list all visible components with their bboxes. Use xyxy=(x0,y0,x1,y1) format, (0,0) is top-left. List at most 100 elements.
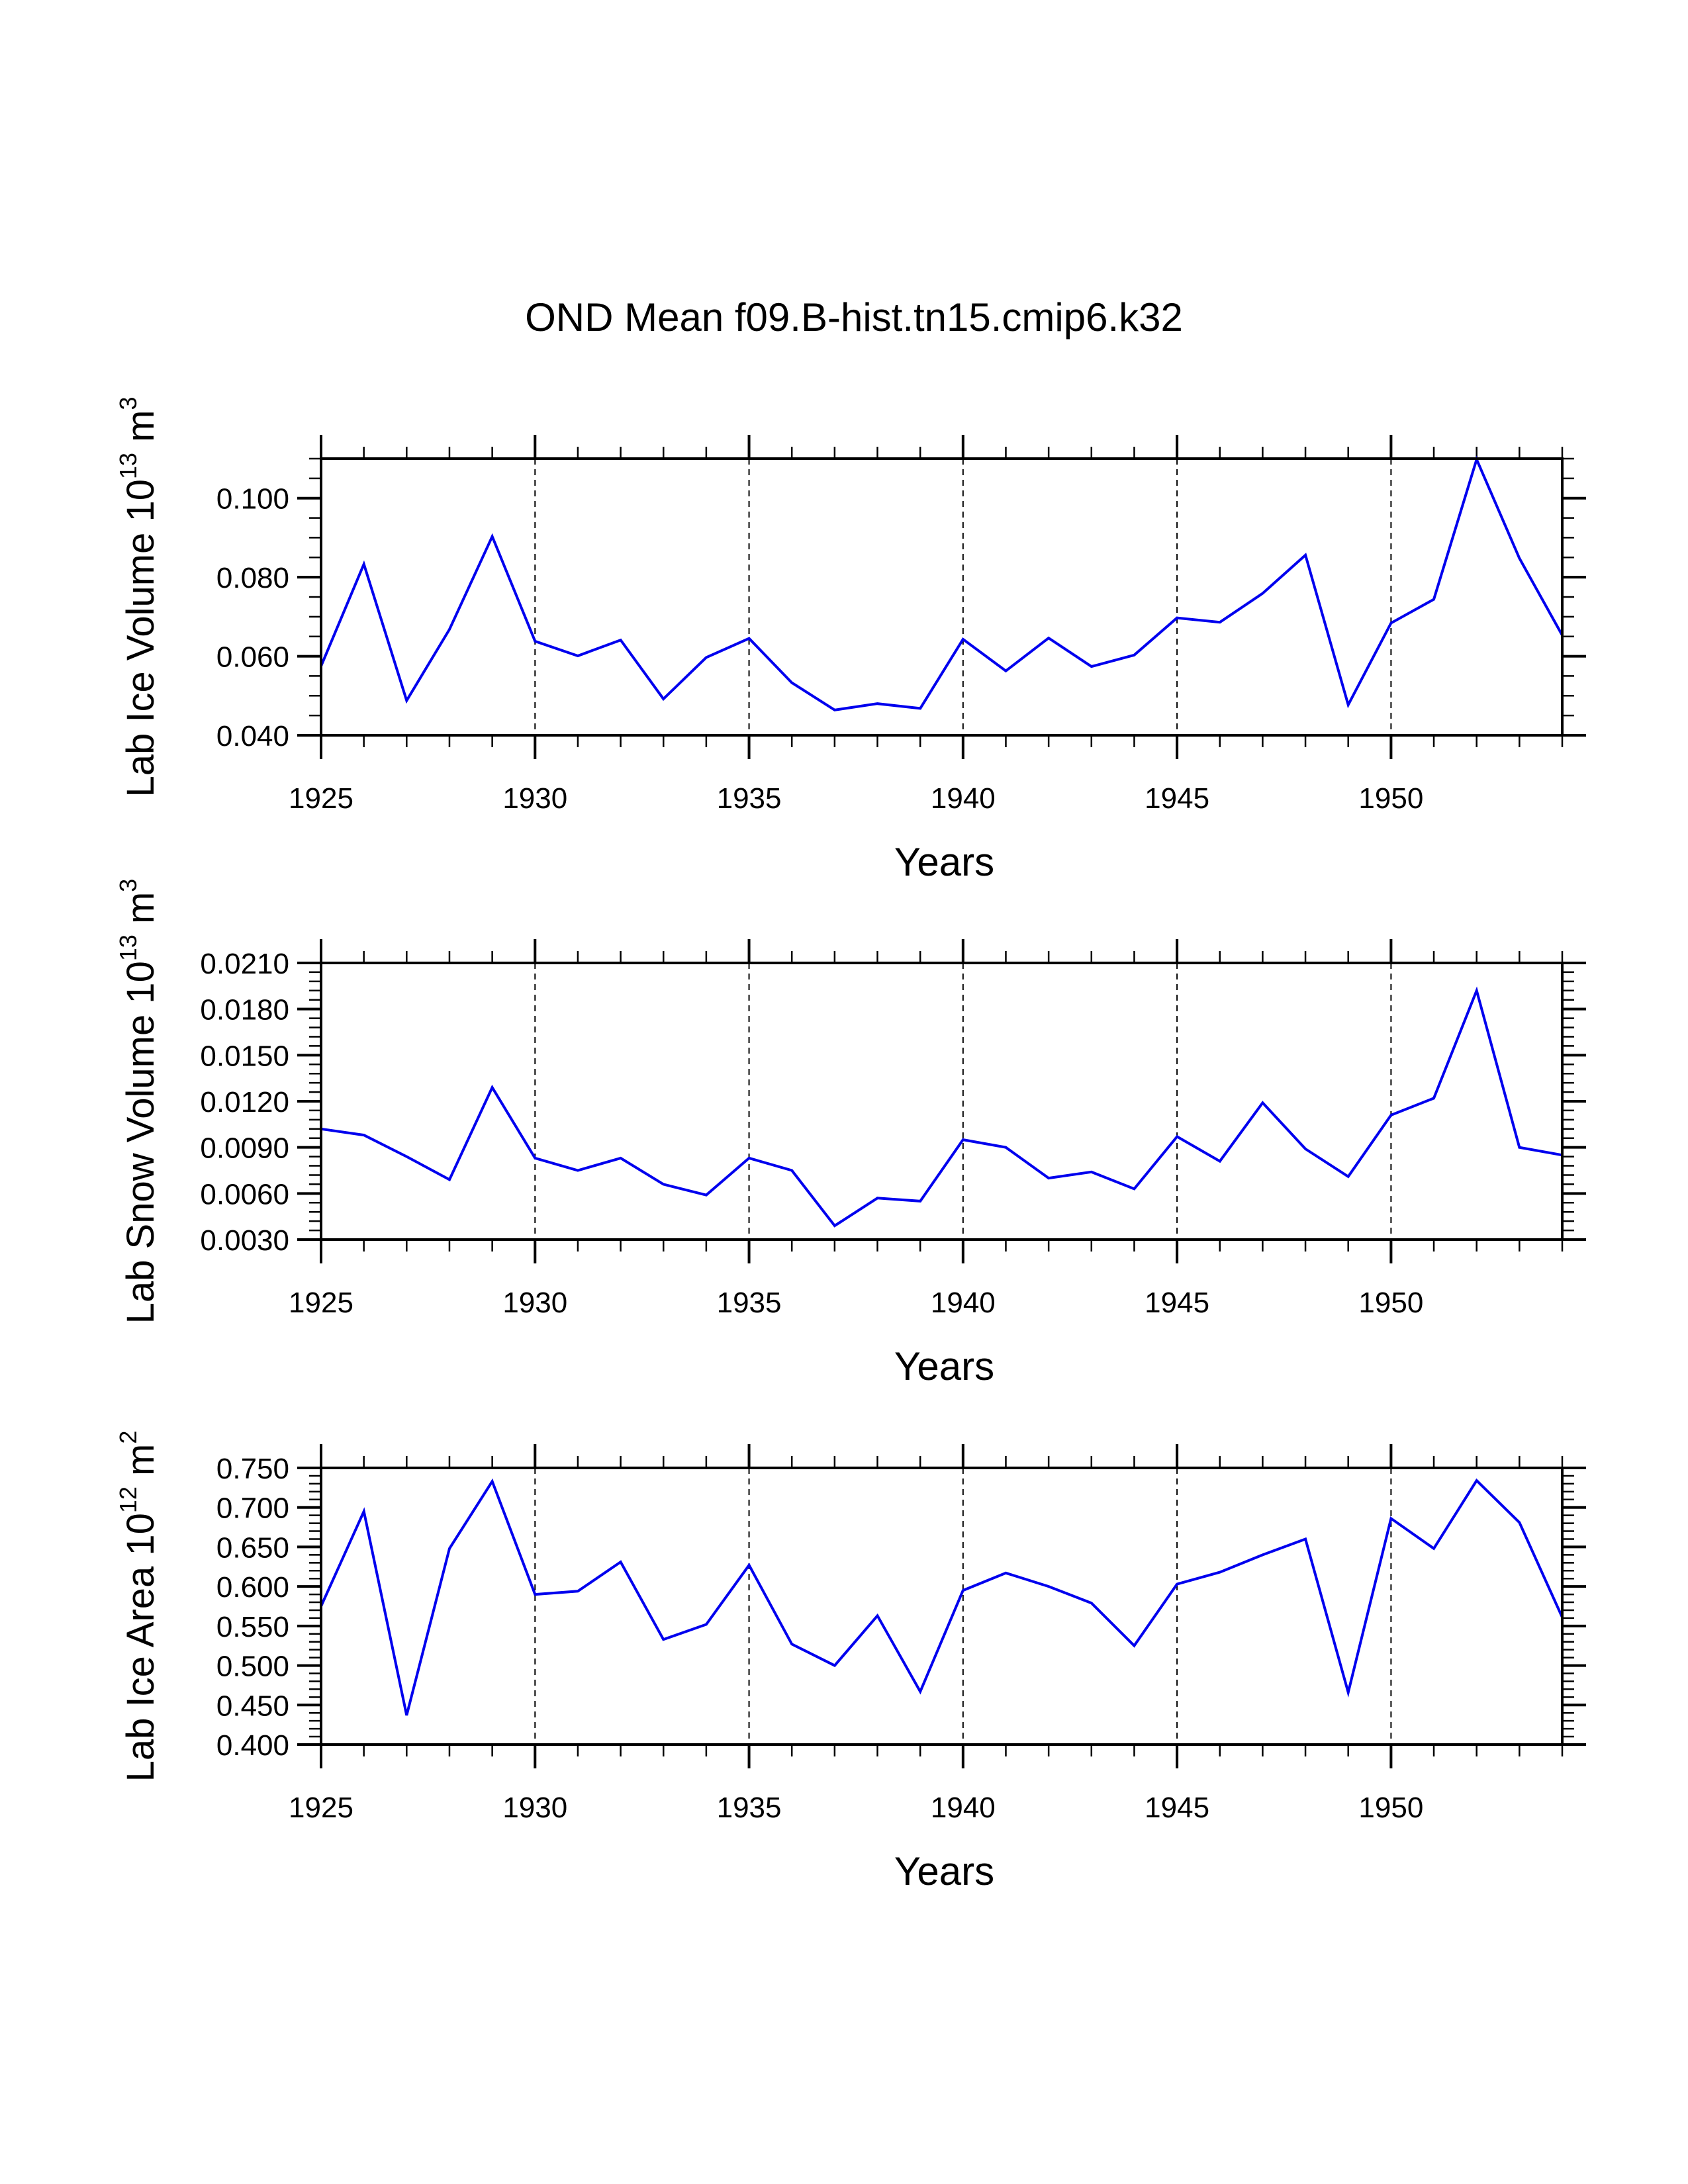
y-tick-label: 0.400 xyxy=(216,1729,289,1762)
data-point xyxy=(1090,1170,1094,1174)
data-point xyxy=(1346,1690,1350,1694)
data-point xyxy=(1389,621,1393,625)
plot-frame xyxy=(320,962,1564,1241)
series-line xyxy=(320,1478,1564,1716)
data-point xyxy=(1132,653,1136,657)
x-tick-label: 1935 xyxy=(717,782,782,815)
data-point xyxy=(1132,1644,1136,1648)
data-point xyxy=(1303,1537,1307,1541)
data-point xyxy=(1346,703,1350,707)
data-point xyxy=(1218,1570,1222,1574)
x-tick-label: 1925 xyxy=(289,1792,353,1824)
data-point xyxy=(576,654,580,658)
y-tick-label: 0.600 xyxy=(216,1571,289,1604)
data-point xyxy=(1090,1601,1094,1605)
x-axis-label: Years xyxy=(894,1344,994,1388)
y-tick-label: 0.0180 xyxy=(200,994,289,1026)
data-point xyxy=(619,1156,623,1160)
data-point xyxy=(619,1560,623,1564)
data-point xyxy=(1260,592,1264,596)
x-tick-label: 1940 xyxy=(931,1792,996,1824)
x-tick-label: 1930 xyxy=(502,782,567,815)
y-tick-label: 0.0090 xyxy=(200,1132,289,1165)
data-point xyxy=(876,1614,880,1617)
y-axis-label: Lab Ice Area 1012 m2 xyxy=(115,1431,162,1782)
y-tick-label: 0.0120 xyxy=(200,1086,289,1118)
data-point xyxy=(1432,1096,1436,1100)
data-point xyxy=(1132,1187,1136,1191)
data-point xyxy=(961,1588,965,1592)
data-point xyxy=(576,1589,580,1593)
data-point xyxy=(447,1547,451,1551)
x-tick-label: 1950 xyxy=(1358,782,1423,815)
x-tick-label: 1945 xyxy=(1145,1287,1209,1319)
data-point xyxy=(533,1156,537,1160)
data-point xyxy=(876,702,880,705)
data-point xyxy=(833,1664,837,1668)
data-point xyxy=(1175,1582,1179,1586)
data-point xyxy=(1475,989,1479,993)
panel-1: 0.040 0.060 0.080 0.100 1925 1930 1935 1940 1945… xyxy=(115,397,1586,884)
data-point xyxy=(704,1193,708,1197)
y-tick-label: 0.040 xyxy=(216,720,289,752)
data-point xyxy=(1475,1479,1479,1482)
data-point xyxy=(747,1156,751,1160)
y-tick-label: 0.650 xyxy=(216,1531,289,1564)
data-point xyxy=(1260,1101,1264,1105)
data-point xyxy=(491,535,494,539)
data-point xyxy=(833,708,837,712)
x-tick-label: 1940 xyxy=(931,1287,996,1319)
x-axis-label: Years xyxy=(894,840,994,884)
y-tick-label: 0.0030 xyxy=(200,1224,289,1257)
data-point xyxy=(1047,1176,1051,1180)
data-point xyxy=(362,562,366,566)
data-point xyxy=(1303,553,1307,557)
data-point xyxy=(1303,1147,1307,1151)
data-point xyxy=(747,1563,751,1567)
x-tick-label: 1925 xyxy=(289,782,353,815)
y-tick-label: 0.0060 xyxy=(200,1178,289,1210)
data-point xyxy=(1389,1516,1393,1520)
y-tick-label: 0.0150 xyxy=(200,1040,289,1072)
data-point xyxy=(1517,1146,1521,1150)
data-point xyxy=(491,1479,494,1483)
y-axis-label: Lab Snow Volume 1013 m3 xyxy=(115,879,162,1324)
data-point xyxy=(790,1169,794,1173)
x-tick-label: 1950 xyxy=(1358,1792,1423,1824)
data-point xyxy=(833,1224,837,1228)
y-tick-label: 0.700 xyxy=(216,1492,289,1525)
data-point xyxy=(362,1133,366,1137)
data-point xyxy=(918,706,922,710)
y-tick-label: 0.100 xyxy=(216,483,289,516)
data-point xyxy=(1175,616,1179,620)
data-point xyxy=(1090,664,1094,668)
panel-2: 0.0030 0.0060 0.0090 0.0120 0.0150 0.0180 0.02… xyxy=(115,879,1586,1388)
data-point xyxy=(447,1177,451,1181)
x-tick-label: 1930 xyxy=(502,1792,567,1824)
data-point xyxy=(704,655,708,659)
y-tick-label: 0.080 xyxy=(216,562,289,594)
data-point xyxy=(533,1592,537,1596)
x-tick-label: 1930 xyxy=(502,1287,567,1319)
data-point xyxy=(661,1182,665,1186)
x-tick-label: 1940 xyxy=(931,782,996,815)
series-line xyxy=(320,986,1563,1228)
data-point xyxy=(1517,556,1521,560)
y-tick-label: 0.0210 xyxy=(200,948,289,980)
data-point xyxy=(1047,636,1051,640)
x-axis-label: Years xyxy=(894,1849,994,1893)
plot-frame xyxy=(320,457,1564,737)
data-point xyxy=(1004,669,1008,673)
series-line xyxy=(320,455,1564,711)
y-tick-label: 0.450 xyxy=(216,1690,289,1722)
data-point xyxy=(1389,1113,1393,1117)
data-point xyxy=(362,1510,366,1514)
x-tick-label: 1945 xyxy=(1145,1792,1209,1824)
y-tick-label: 0.500 xyxy=(216,1651,289,1683)
data-point xyxy=(1517,1520,1521,1524)
x-tick-label: 1925 xyxy=(289,1287,353,1319)
x-tick-label: 1950 xyxy=(1358,1287,1423,1319)
data-point xyxy=(661,1637,665,1641)
